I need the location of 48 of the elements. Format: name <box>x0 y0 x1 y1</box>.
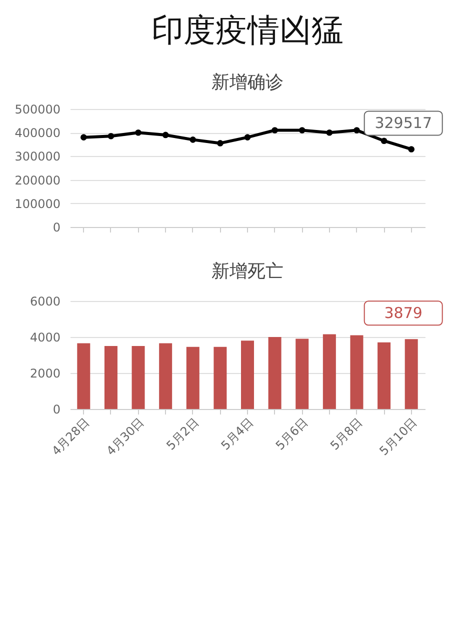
x-tick-label: 4月28日 <box>49 415 92 458</box>
chart-subtitle: 新增确诊 <box>212 72 284 93</box>
point <box>135 129 142 136</box>
point <box>162 132 169 138</box>
bar <box>186 346 200 409</box>
point <box>272 127 278 134</box>
y-tick-label: 200000 <box>14 173 60 188</box>
point <box>80 134 87 140</box>
x-tick-label: 5月4日 <box>218 415 256 453</box>
y-tick-label: 300000 <box>14 150 60 164</box>
point <box>244 134 251 140</box>
bar <box>241 340 254 409</box>
x-tick-label: 5月2日 <box>164 415 202 453</box>
bar <box>322 334 336 409</box>
y-tick-label: 0 <box>52 402 60 416</box>
point <box>380 138 388 144</box>
y-tick-label: 6000 <box>30 294 60 308</box>
bar <box>296 338 309 409</box>
bar <box>159 343 172 409</box>
x-tick-label: 5月10日 <box>376 415 420 458</box>
annotation: 3879 <box>384 304 422 322</box>
y-tick-label: 500000 <box>14 102 60 116</box>
bar <box>214 346 227 409</box>
bar <box>77 343 90 409</box>
x-tick-label: 5月8日 <box>328 415 366 453</box>
point <box>108 132 114 140</box>
bar <box>268 337 282 409</box>
y-tick-label: 400000 <box>14 126 60 140</box>
point <box>217 140 224 146</box>
point <box>298 127 306 134</box>
y-tick-label: 4000 <box>30 330 60 344</box>
point <box>326 129 333 136</box>
x-tick-label: 5月6日 <box>272 415 311 453</box>
chart-title: 新增死亡 <box>212 261 284 282</box>
y-tick-label: 0 <box>52 220 60 234</box>
point <box>354 127 360 134</box>
point <box>190 136 196 143</box>
bar <box>378 342 391 409</box>
y-tick-label: 2000 <box>30 366 60 380</box>
point <box>408 146 415 152</box>
bar <box>404 339 418 409</box>
bar <box>350 335 364 409</box>
bar <box>132 346 145 409</box>
x-tick-label: 4月30日 <box>104 415 147 458</box>
bar <box>104 346 118 409</box>
annotation: 329517 <box>374 114 432 132</box>
y-tick-label: 100000 <box>14 196 60 211</box>
chart-title: 印度疫情凶猛 <box>152 11 344 49</box>
